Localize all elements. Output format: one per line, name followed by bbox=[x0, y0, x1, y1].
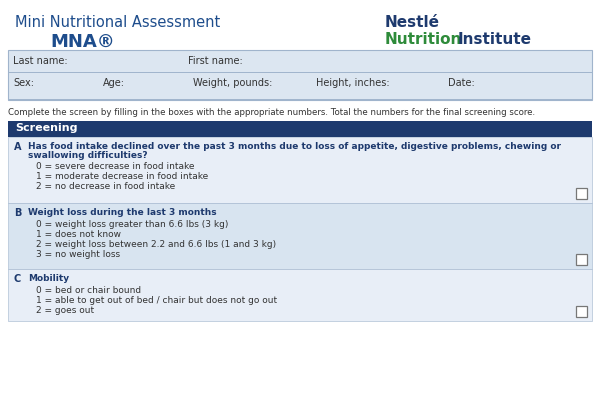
Text: Institute: Institute bbox=[458, 32, 532, 47]
Text: 2 = goes out: 2 = goes out bbox=[36, 306, 94, 315]
Bar bbox=[576, 306, 587, 317]
Text: Last name:: Last name: bbox=[13, 56, 68, 66]
Bar bbox=[576, 188, 587, 199]
Bar bbox=[8, 137, 592, 203]
Text: C: C bbox=[14, 274, 21, 284]
Text: Sex:: Sex: bbox=[13, 78, 34, 88]
Text: Screening: Screening bbox=[15, 123, 77, 133]
Text: 3 = no weight loss: 3 = no weight loss bbox=[36, 250, 120, 259]
Bar bbox=[576, 254, 587, 265]
Text: Complete the screen by filling in the boxes with the appropriate numbers. Total : Complete the screen by filling in the bo… bbox=[8, 108, 535, 117]
Text: Date:: Date: bbox=[448, 78, 475, 88]
Text: Height, inches:: Height, inches: bbox=[316, 78, 389, 88]
Text: 2 = weight loss between 2.2 and 6.6 lbs (1 and 3 kg): 2 = weight loss between 2.2 and 6.6 lbs … bbox=[36, 240, 276, 249]
Bar bbox=[8, 121, 592, 137]
Text: 1 = able to get out of bed / chair but does not go out: 1 = able to get out of bed / chair but d… bbox=[36, 296, 277, 305]
Text: Age:: Age: bbox=[103, 78, 125, 88]
Text: Has food intake declined over the past 3 months due to loss of appetite, digesti: Has food intake declined over the past 3… bbox=[28, 142, 561, 151]
Text: Mini Nutritional Assessment: Mini Nutritional Assessment bbox=[15, 15, 220, 30]
Text: Weight, pounds:: Weight, pounds: bbox=[193, 78, 272, 88]
Bar bbox=[8, 50, 592, 100]
Text: Nestlé: Nestlé bbox=[385, 15, 440, 30]
Text: MNA®: MNA® bbox=[50, 33, 115, 51]
Text: Weight loss during the last 3 months: Weight loss during the last 3 months bbox=[28, 208, 217, 217]
Text: 1 = does not know: 1 = does not know bbox=[36, 230, 121, 239]
Text: First name:: First name: bbox=[188, 56, 243, 66]
Bar bbox=[8, 203, 592, 269]
Text: 0 = bed or chair bound: 0 = bed or chair bound bbox=[36, 286, 141, 295]
Text: Nutrition: Nutrition bbox=[385, 32, 463, 47]
Text: Mobility: Mobility bbox=[28, 274, 69, 283]
Text: A: A bbox=[14, 142, 22, 152]
Text: B: B bbox=[14, 208, 22, 218]
Text: 1 = moderate decrease in food intake: 1 = moderate decrease in food intake bbox=[36, 172, 208, 181]
Bar bbox=[8, 269, 592, 321]
Text: 2 = no decrease in food intake: 2 = no decrease in food intake bbox=[36, 182, 175, 191]
Text: swallowing difficulties?: swallowing difficulties? bbox=[28, 151, 148, 160]
Text: 0 = weight loss greater than 6.6 lbs (3 kg): 0 = weight loss greater than 6.6 lbs (3 … bbox=[36, 220, 229, 229]
Text: 0 = severe decrease in food intake: 0 = severe decrease in food intake bbox=[36, 162, 194, 171]
